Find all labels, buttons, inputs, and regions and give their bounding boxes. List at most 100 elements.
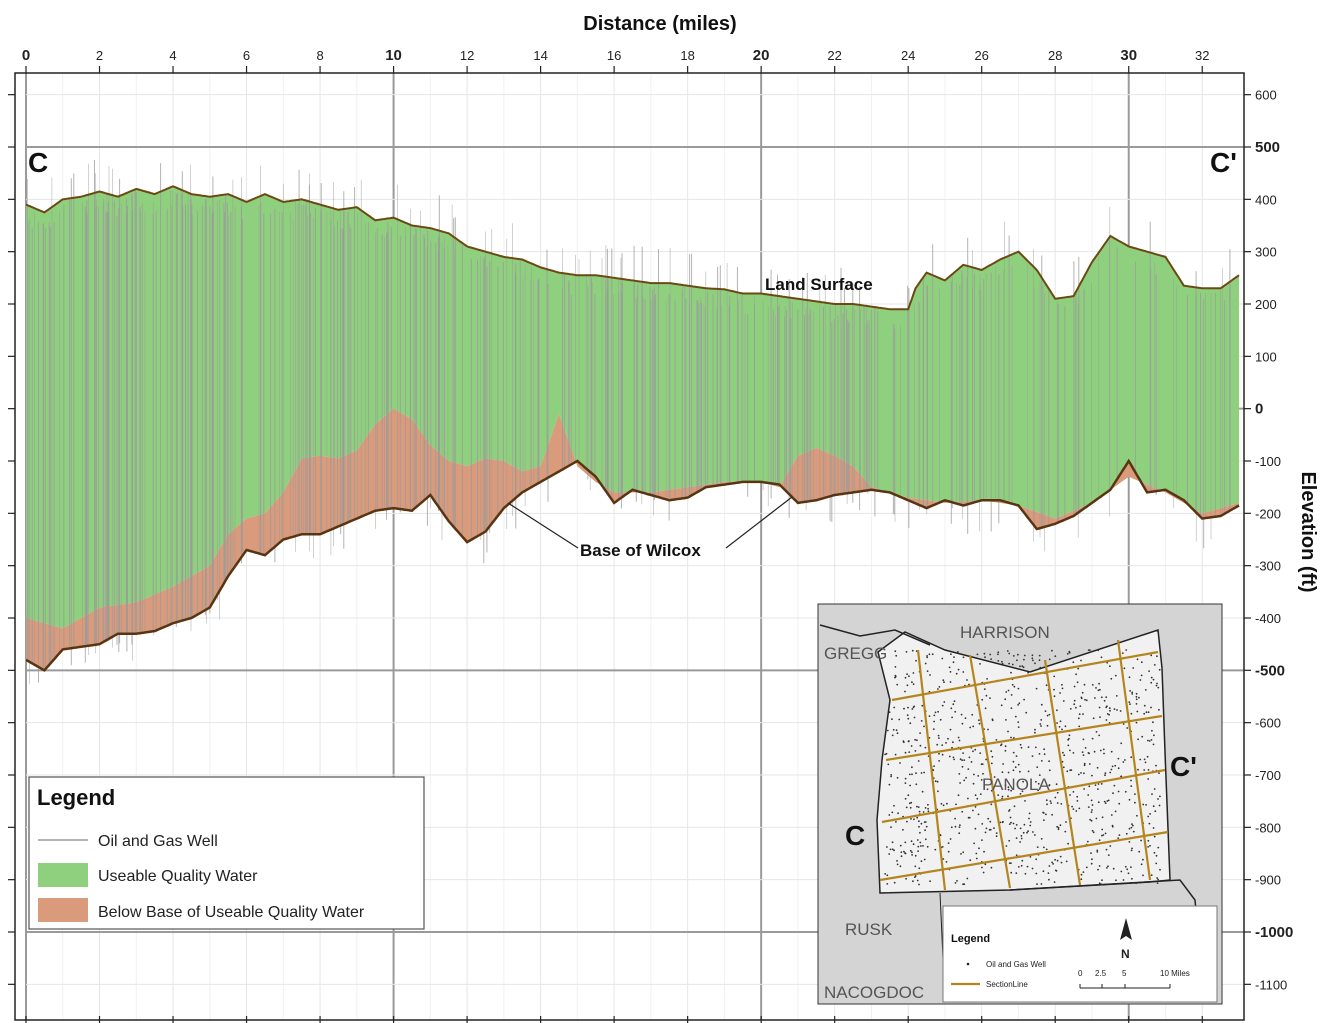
inset-well-dot xyxy=(1012,751,1015,754)
inset-well-dot xyxy=(1130,756,1133,759)
plot-area xyxy=(26,160,1240,685)
inset-well-dot xyxy=(1083,772,1085,775)
inset-well-dot xyxy=(1021,790,1024,793)
inset-well-dot xyxy=(895,654,898,657)
inset-well-dot xyxy=(1106,800,1109,802)
inset-well-dot xyxy=(922,845,924,847)
inset-well-dot xyxy=(947,842,950,844)
inset-well-dot xyxy=(1022,780,1024,783)
inset-well-dot xyxy=(884,753,886,756)
inset-well-dot xyxy=(1039,666,1042,669)
inset-well-dot xyxy=(973,842,975,845)
inset-well-dot xyxy=(1097,783,1100,785)
inset-well-dot xyxy=(1078,713,1081,716)
inset-well-dot xyxy=(976,797,979,800)
inset-well-dot xyxy=(899,865,902,868)
inset-well-dot xyxy=(1149,844,1151,847)
inset-well-dot xyxy=(943,681,945,684)
inset-well-dot xyxy=(1051,813,1053,816)
x-tick-label: 30 xyxy=(1120,47,1137,64)
inset-well-dot xyxy=(1095,687,1097,689)
inset-well-dot xyxy=(1143,704,1146,707)
inset-well-dot xyxy=(910,818,912,820)
inset-well-dot xyxy=(921,704,924,707)
inset-well-dot xyxy=(1121,652,1124,654)
inset-well-dot xyxy=(1001,795,1004,798)
inset-well-dot xyxy=(950,707,953,710)
inset-well-dot xyxy=(938,686,941,688)
inset-well-dot xyxy=(972,809,974,812)
base-wilcox-leader-left xyxy=(507,502,579,549)
inset-well-dot xyxy=(1040,725,1042,727)
inset-well-dot xyxy=(1144,689,1147,691)
inset-well-dot xyxy=(1132,824,1134,827)
inset-well-dot xyxy=(1152,743,1155,746)
inset-well-dot xyxy=(920,720,923,722)
below-base-useable-water-area xyxy=(26,408,1239,671)
section-start-label: C xyxy=(28,147,48,178)
inset-legend-title: Legend xyxy=(951,933,990,945)
inset-well-dot xyxy=(956,880,958,882)
inset-well-dot xyxy=(886,883,889,885)
inset-legend-label: SectionLine xyxy=(986,980,1028,989)
inset-well-dot xyxy=(997,660,1000,662)
inset-well-dot xyxy=(1156,682,1158,685)
inset-well-dot xyxy=(993,776,996,778)
inset-well-dot xyxy=(1122,723,1125,725)
inset-well-dot xyxy=(984,831,987,834)
inset-well-dot xyxy=(1156,877,1158,879)
inset-well-dot xyxy=(1142,858,1144,861)
inset-well-dot xyxy=(1147,839,1150,842)
inset-well-dot xyxy=(1142,874,1144,877)
inset-well-dot xyxy=(1097,649,1100,652)
inset-well-dot xyxy=(899,762,901,764)
inset-well-dot xyxy=(886,874,889,877)
inset-well-dot xyxy=(1078,725,1081,728)
inset-well-dot xyxy=(1004,745,1007,748)
inset-well-dot xyxy=(916,739,918,742)
inset-well-dot xyxy=(1131,847,1133,850)
inset-well-dot xyxy=(949,671,952,673)
inset-well-dot xyxy=(1101,834,1103,837)
inset-well-dot xyxy=(1090,852,1092,854)
inset-well-dot xyxy=(1135,703,1138,705)
inset-well-dot xyxy=(909,722,912,725)
inset-well-dot xyxy=(1043,748,1045,751)
inset-well-dot xyxy=(1150,874,1153,876)
inset-well-dot xyxy=(922,811,925,813)
inset-well-dot xyxy=(1004,698,1007,701)
inset-well-dot xyxy=(1159,795,1161,798)
inset-well-dot xyxy=(1120,742,1123,745)
inset-well-dot xyxy=(1011,683,1014,686)
inset-well-dot xyxy=(1130,712,1133,715)
inset-well-dot xyxy=(958,773,961,775)
inset-well-dot xyxy=(1005,719,1007,721)
inset-well-dot xyxy=(906,714,909,717)
inset-well-dot xyxy=(890,826,892,828)
inset-well-dot xyxy=(974,748,977,751)
inset-well-dot xyxy=(1061,728,1063,731)
x-tick-label: 26 xyxy=(974,48,988,63)
inset-well-dot xyxy=(938,760,940,762)
inset-well-dot xyxy=(917,806,920,808)
inset-well-dot xyxy=(1152,805,1155,808)
inset-well-dot xyxy=(1082,713,1084,715)
inset-well-dot xyxy=(1036,766,1039,768)
inset-well-dot xyxy=(912,672,915,674)
inset-well-dot xyxy=(907,740,910,743)
inset-well-dot xyxy=(1148,822,1151,825)
inset-well-dot xyxy=(970,761,973,763)
inset-well-dot xyxy=(952,661,955,664)
inset-well-dot xyxy=(1054,796,1057,799)
inset-well-dot xyxy=(967,768,970,770)
plot-frame xyxy=(14,72,1245,1021)
inset-well-dot xyxy=(1138,696,1140,699)
inset-well-dot xyxy=(1054,655,1057,658)
inset-well-dot xyxy=(933,720,935,723)
inset-well-dot xyxy=(1012,822,1015,825)
inset-well-dot xyxy=(1043,753,1046,756)
inset-well-dot xyxy=(1132,667,1135,669)
inset-well-dot xyxy=(991,755,994,758)
inset-well-dot xyxy=(916,805,918,808)
inset-well-dot xyxy=(1007,771,1010,774)
